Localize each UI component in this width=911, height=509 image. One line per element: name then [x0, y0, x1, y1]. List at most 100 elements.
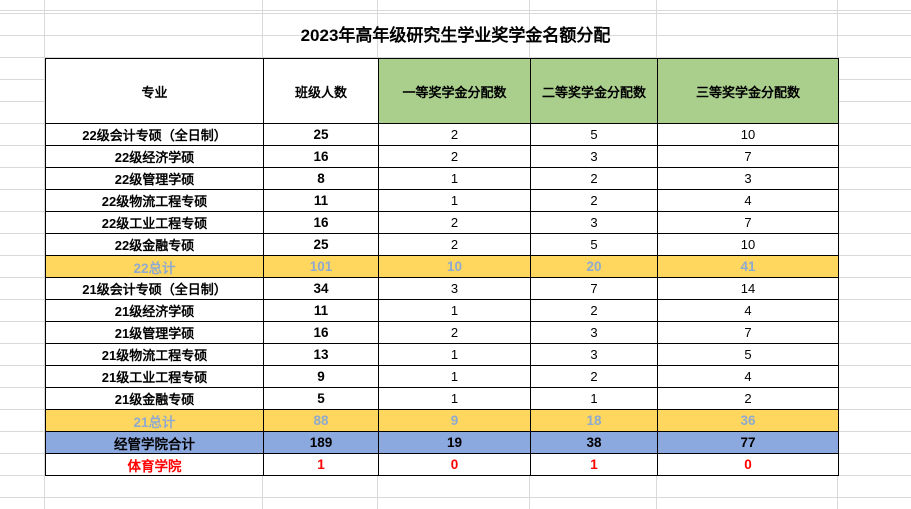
cell-value: 4	[657, 299, 839, 322]
cell-major-name: 21级金融专硕	[45, 387, 264, 410]
cell-value: 1	[378, 167, 531, 190]
cell-value: 20	[530, 255, 658, 278]
table-row: 22级会计专硕（全日制） 25 2 5 10	[45, 123, 839, 146]
cell-major-name: 21级经济学硕	[45, 299, 264, 322]
cell-value: 1	[263, 453, 379, 476]
cell-major-name: 22级经济学硕	[45, 145, 264, 168]
cell-value: 2	[378, 211, 531, 234]
cell-value: 10	[657, 123, 839, 146]
cell-value: 77	[657, 431, 839, 454]
cell-major-name: 21级物流工程专硕	[45, 343, 264, 366]
cell-major-name: 经管学院合计	[45, 431, 264, 454]
cell-major-name: 体育学院	[45, 453, 264, 476]
cell-value: 19	[378, 431, 531, 454]
cell-value: 3	[530, 211, 658, 234]
cell-value: 3	[530, 343, 658, 366]
cell-value: 1	[378, 299, 531, 322]
cell-value: 7	[657, 321, 839, 344]
cell-value: 88	[263, 409, 379, 432]
cell-value: 16	[263, 211, 379, 234]
cell-value: 2	[378, 321, 531, 344]
table-row: 21级物流工程专硕 13 1 3 5	[45, 343, 839, 366]
cell-value: 0	[378, 453, 531, 476]
cell-value: 25	[263, 123, 379, 146]
cell-value: 2	[530, 167, 658, 190]
cell-value: 2	[657, 387, 839, 410]
column-header-class-size: 班级人数	[263, 58, 379, 124]
cell-value: 2	[530, 189, 658, 212]
cell-value: 11	[263, 299, 379, 322]
cell-value: 11	[263, 189, 379, 212]
grand-total-row: 经管学院合计 189 19 38 77	[45, 431, 839, 454]
cell-major-name: 21总计	[45, 409, 264, 432]
cell-value: 5	[657, 343, 839, 366]
awards-table: 专业 班级人数 一等奖学金分配数 二等奖学金分配数 三等奖学金分配数 22级会计…	[45, 58, 839, 476]
table-row: 22级物流工程专硕 11 1 2 4	[45, 189, 839, 212]
cell-value: 10	[378, 255, 531, 278]
cell-value: 1	[378, 365, 531, 388]
cell-value: 1	[530, 453, 658, 476]
cell-value: 1	[378, 387, 531, 410]
table-row: 22级工业工程专硕 16 2 3 7	[45, 211, 839, 234]
cell-major-name: 22级管理学硕	[45, 167, 264, 190]
cell-value: 4	[657, 365, 839, 388]
cell-value: 1	[378, 343, 531, 366]
cell-value: 4	[657, 189, 839, 212]
column-header-second-prize: 二等奖学金分配数	[530, 58, 658, 124]
table-row: 22级管理学硕 8 1 2 3	[45, 167, 839, 190]
cell-value: 0	[657, 453, 839, 476]
page-title: 2023年高年级研究生学业奖学金名额分配	[300, 26, 611, 45]
awards-table-container: 专业 班级人数 一等奖学金分配数 二等奖学金分配数 三等奖学金分配数 22级会计…	[45, 58, 839, 476]
cell-value: 38	[530, 431, 658, 454]
cell-value: 1	[530, 387, 658, 410]
cell-value: 13	[263, 343, 379, 366]
cell-value: 25	[263, 233, 379, 256]
table-row: 21级经济学硕 11 1 2 4	[45, 299, 839, 322]
table-row: 21级会计专硕（全日制） 34 3 7 14	[45, 277, 839, 300]
cell-value: 2	[530, 365, 658, 388]
cell-major-name: 22级金融专硕	[45, 233, 264, 256]
table-header-row: 专业 班级人数 一等奖学金分配数 二等奖学金分配数 三等奖学金分配数	[45, 58, 839, 124]
table-row: 21级工业工程专硕 9 1 2 4	[45, 365, 839, 388]
cell-value: 5	[263, 387, 379, 410]
cell-value: 2	[378, 145, 531, 168]
cell-value: 1	[378, 189, 531, 212]
cell-value: 16	[263, 145, 379, 168]
cell-value: 3	[530, 145, 658, 168]
cell-value: 7	[657, 211, 839, 234]
cell-major-name: 22级工业工程专硕	[45, 211, 264, 234]
cell-value: 9	[378, 409, 531, 432]
cell-value: 3	[657, 167, 839, 190]
cell-value: 8	[263, 167, 379, 190]
table-row: 21级金融专硕 5 1 1 2	[45, 387, 839, 410]
cell-major-name: 21级工业工程专硕	[45, 365, 264, 388]
cell-value: 7	[657, 145, 839, 168]
cell-value: 2	[378, 123, 531, 146]
cell-major-name: 22级物流工程专硕	[45, 189, 264, 212]
sports-college-row: 体育学院 1 0 1 0	[45, 453, 839, 476]
cell-major-name: 21级会计专硕（全日制）	[45, 277, 264, 300]
cell-value: 101	[263, 255, 379, 278]
table-row: 22级经济学硕 16 2 3 7	[45, 145, 839, 168]
table-body: 22级会计专硕（全日制） 25 2 5 10 22级经济学硕 16 2 3 7 22级管理学硕 8 1 2…	[45, 123, 839, 476]
cell-major-name: 22级会计专硕（全日制）	[45, 123, 264, 146]
table-row: 21级管理学硕 16 2 3 7	[45, 321, 839, 344]
cell-value: 2	[378, 233, 531, 256]
cell-value: 9	[263, 365, 379, 388]
cell-major-name: 21级管理学硕	[45, 321, 264, 344]
cell-value: 2	[530, 299, 658, 322]
cell-value: 5	[530, 233, 658, 256]
cell-value: 7	[530, 277, 658, 300]
cell-value: 18	[530, 409, 658, 432]
column-header-third-prize: 三等奖学金分配数	[657, 58, 839, 124]
cell-value: 14	[657, 277, 839, 300]
cell-value: 189	[263, 431, 379, 454]
cell-value: 5	[530, 123, 658, 146]
cell-value: 16	[263, 321, 379, 344]
cell-value: 3	[530, 321, 658, 344]
cell-value: 34	[263, 277, 379, 300]
subtotal-row: 21总计 88 9 18 36	[45, 409, 839, 432]
cell-value: 3	[378, 277, 531, 300]
cell-major-name: 22总计	[45, 255, 264, 278]
